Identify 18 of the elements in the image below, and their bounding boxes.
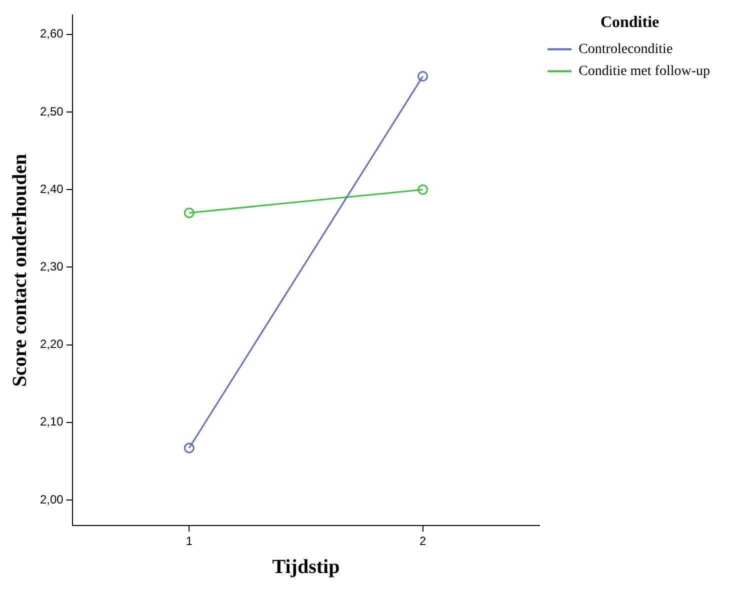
x-axis-title: Tijdstip bbox=[272, 556, 340, 578]
y-axis-title: Score contact onderhouden bbox=[9, 154, 32, 387]
y-tick-label: 2,00 bbox=[40, 492, 64, 506]
point bbox=[418, 184, 428, 195]
point bbox=[184, 208, 194, 218]
y-tick-label: 2,10 bbox=[40, 414, 64, 429]
legend-label: Conditie met follow-up bbox=[578, 64, 710, 79]
y-tick-label: 2,40 bbox=[40, 182, 64, 196]
point bbox=[184, 442, 194, 454]
y-tick-label: 2,20 bbox=[40, 337, 64, 352]
legend-title: Conditie bbox=[600, 14, 660, 32]
y-tick-label: 2,30 bbox=[40, 260, 64, 274]
x-tick-label: 1 bbox=[186, 534, 193, 548]
x-tick-label: 2 bbox=[419, 534, 426, 548]
y-tick-label: 2,50 bbox=[40, 104, 64, 118]
point bbox=[418, 71, 428, 82]
legend-label: Controleconditie bbox=[578, 42, 673, 57]
y-tick-label: 2,60 bbox=[40, 26, 64, 41]
